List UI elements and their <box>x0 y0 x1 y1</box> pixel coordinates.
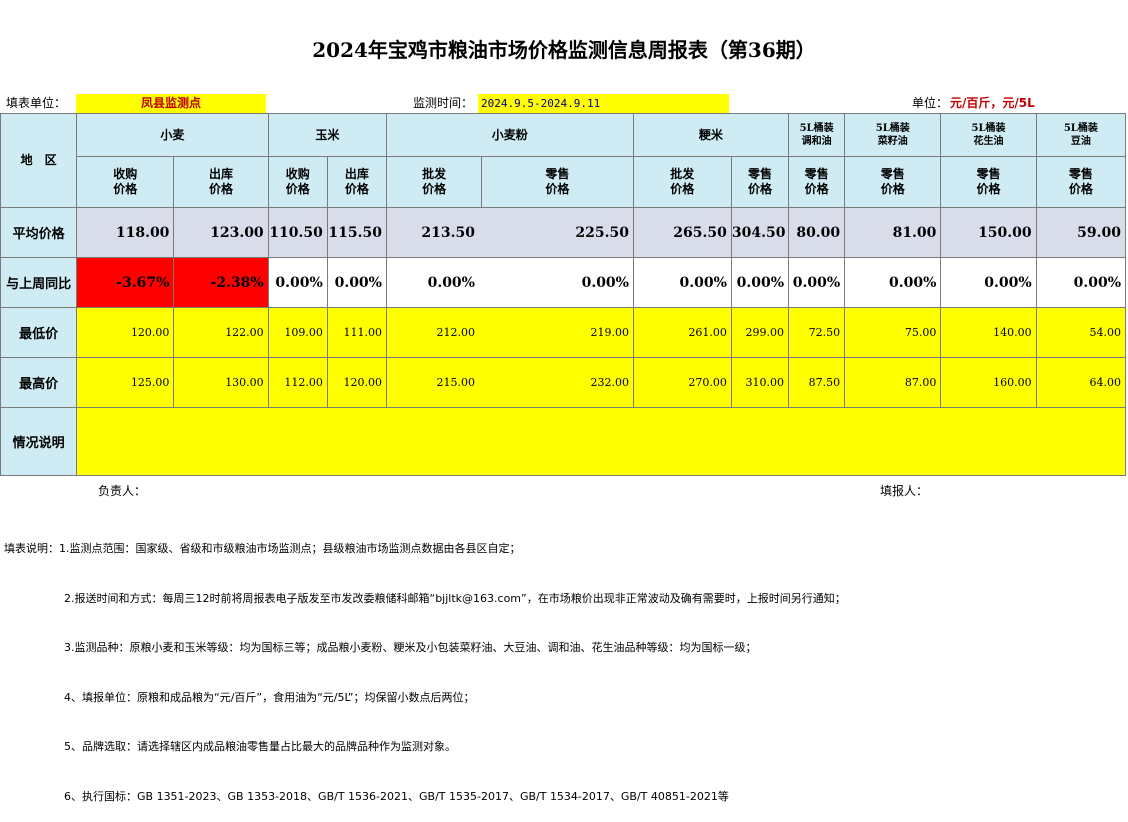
row-label: 最高价 <box>0 357 78 408</box>
row-label: 最低价 <box>0 307 78 358</box>
filler-label: 填报人： <box>880 484 929 498</box>
row-label: 情况说明 <box>0 407 78 476</box>
time-label: 监测时间： <box>413 96 474 110</box>
table-cell: 270.00 <box>632 357 732 408</box>
note-line: 3.监测品种：原粮小麦和玉米等级：均为国标三等；成品粮小麦粉、粳米及小包装菜籽油… <box>64 641 757 654</box>
min-price-row: 最低价 120.00 122.00 109.00 111.00 212.00 21… <box>0 307 1127 358</box>
table-cell: 0.00% <box>267 257 328 308</box>
table-cell: 64.00 <box>1035 357 1127 408</box>
unit-value: 凤县监测点 <box>76 94 266 113</box>
peanut-oil-header: 5L桶装 花生油 <box>940 113 1037 157</box>
table-cell: 140.00 <box>940 307 1037 358</box>
sub-header: 零售 价格 <box>481 156 634 208</box>
flour-header: 小麦粉 <box>385 113 634 157</box>
table-cell: 0.00% <box>940 257 1037 308</box>
price-unit-value: 元/百斤，元/5L <box>950 96 1035 110</box>
table-cell: 213.50 225.50 <box>385 207 634 258</box>
max-price-row: 最高价 125.00 130.00 112.00 120.00 215.00 23… <box>0 357 1127 408</box>
sub-header: 零售 价格 <box>844 156 942 208</box>
corn-header: 玉米 <box>267 113 387 157</box>
rice-header: 粳米 <box>632 113 790 157</box>
sub-header: 零售 价格 <box>788 156 846 208</box>
table-cell: 111.00 <box>326 307 387 358</box>
table-cell: 0.00% <box>788 257 846 308</box>
sub-header: 收购 价格 <box>267 156 328 208</box>
sub-header: 零售 价格 <box>1035 156 1127 208</box>
table-cell: -2.38% <box>173 257 269 308</box>
table-cell: 0.00% <box>730 257 790 308</box>
table-cell: 109.00 <box>267 307 328 358</box>
note-line: 5、品牌选取：请选择辖区内成品粮油零售量占比最大的品牌品种作为监测对象。 <box>64 740 456 753</box>
table-cell: 112.00 <box>267 357 328 408</box>
remarks-field[interactable] <box>76 407 1126 476</box>
table-cell: 110.50 <box>267 207 328 258</box>
table-cell: 81.00 <box>844 207 942 258</box>
table-cell: 54.00 <box>1035 307 1127 358</box>
blend-oil-header: 5L桶装 调和油 <box>788 113 846 157</box>
change-row: 与上周同比 -3.67% -2.38% 0.00% 0.00% 0.00% 0.0… <box>0 257 1127 308</box>
note-line: 填表说明：1.监测点范围：国家级、省级和市级粮油市场监测点；县级粮油市场监测点数… <box>4 542 521 555</box>
table-cell: 150.00 <box>940 207 1037 258</box>
region-header: 地 区 <box>0 113 78 208</box>
remarks-row: 情况说明 <box>0 407 1126 476</box>
table-cell: 87.00 <box>844 357 942 408</box>
note-line: 4、填报单位：原粮和成品粮为“元/百斤”，食用油为“元/5L”；均保留小数点后两… <box>64 690 475 704</box>
sub-header: 批发 价格 <box>632 156 732 208</box>
table-cell: 120.00 <box>76 307 175 358</box>
table-cell: 115.50 <box>326 207 387 258</box>
subheader-row: 收购 价格 出库 价格 收购 价格 出库 价格 批发 价格 零售 价格 批发 价格 零售 价格 … <box>1 156 1127 208</box>
table-cell: 0.00% <box>326 257 387 308</box>
table-cell: -3.67% <box>76 257 175 308</box>
note-line: 2.报送时间和方式：每周三12时前将周报表电子版发至市发改委粮储科邮箱“bjjl… <box>64 591 846 605</box>
table-cell: 130.00 <box>173 357 269 408</box>
report-title: 2024年宝鸡市粮油市场价格监测信息周报表（第36期） <box>312 38 816 62</box>
table-cell: 0.00% <box>844 257 942 308</box>
responsible-label: 负责人： <box>98 484 147 498</box>
table-cell: 125.00 <box>76 357 175 408</box>
table-cell: 118.00 <box>76 207 175 258</box>
notes-section: 填表说明：1.监测点范围：国家级、省级和市级粮油市场监测点；县级粮油市场监测点数… <box>4 508 846 822</box>
avg-price-row: 平均价格 118.00 123.00 110.50 115.50 213.50 2… <box>0 207 1127 258</box>
table-cell: 0.00% <box>632 257 732 308</box>
time-value: 2024.9.5-2024.9.11 <box>478 94 729 113</box>
table-cell: 72.50 <box>788 307 846 358</box>
table-cell: 80.00 <box>788 207 846 258</box>
table-cell: 122.00 <box>173 307 269 358</box>
table-cell: 215.00 232.00 <box>385 357 634 408</box>
wheat-header: 小麦 <box>76 113 269 157</box>
sub-header: 零售 价格 <box>940 156 1037 208</box>
soybean-oil-header: 5L桶装 豆油 <box>1035 113 1127 157</box>
table-cell: 120.00 <box>326 357 387 408</box>
table-cell: 160.00 <box>940 357 1037 408</box>
price-table: 地 区 小麦 玉米 小麦粉 粳米 5L桶装 调和油 5L桶装 菜籽油 5L桶装 花生油… <box>0 113 1127 476</box>
table-cell: 87.50 <box>788 357 846 408</box>
table-cell: 304.50 <box>730 207 790 258</box>
table-cell: 299.00 <box>730 307 790 358</box>
table-cell: 261.00 <box>632 307 732 358</box>
table-cell: 59.00 <box>1035 207 1127 258</box>
table-cell: 75.00 <box>844 307 942 358</box>
sub-header: 批发 价格 <box>385 156 483 208</box>
table-cell: 212.00 219.00 <box>385 307 634 358</box>
sub-header: 收购 价格 <box>76 156 175 208</box>
table-cell: 123.00 <box>173 207 269 258</box>
table-cell: 0.00% <box>1035 257 1127 308</box>
sub-header: 出库 价格 <box>326 156 387 208</box>
unit-label: 填表单位： <box>6 96 67 110</box>
sub-header: 零售 价格 <box>730 156 790 208</box>
note-line: 6、执行国标：GB 1351-2023、GB 1353-2018、GB/T 15… <box>64 789 729 803</box>
table-cell: 0.00% 0.00% <box>385 257 634 308</box>
table-cell: 265.50 <box>632 207 732 258</box>
table-cell: 310.00 <box>730 357 790 408</box>
rapeseed-oil-header: 5L桶装 菜籽油 <box>844 113 942 157</box>
row-label: 平均价格 <box>0 207 78 258</box>
sub-header: 出库 价格 <box>173 156 269 208</box>
price-unit-label: 单位： <box>912 96 949 110</box>
row-label: 与上周同比 <box>0 257 78 308</box>
